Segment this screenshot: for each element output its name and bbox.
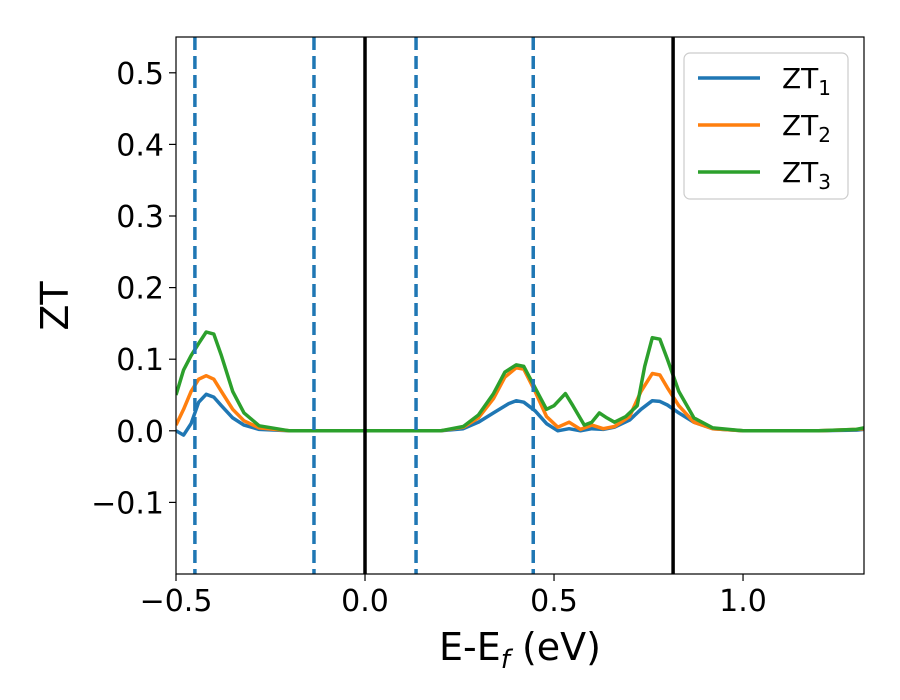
y-tick-label-0: −0.1 (91, 486, 164, 521)
y-tick-label-5: 0.4 (116, 128, 164, 163)
y-tick-label-6: 0.5 (116, 57, 164, 92)
y-tick-label-2: 0.1 (116, 343, 164, 378)
x-tick-label-3: 1.0 (719, 584, 767, 619)
y-tick-label-3: 0.2 (116, 272, 164, 307)
axis-ticks (169, 72, 744, 581)
plot-area (176, 37, 864, 574)
x-tick-label-0: −0.5 (140, 584, 213, 619)
legend: ZT1 ZT2 ZT3 (683, 52, 849, 200)
series-line-zt2 (176, 366, 864, 433)
series-line-zt3 (176, 330, 864, 433)
plot-frame (175, 36, 865, 575)
series-line-zt1 (176, 392, 864, 437)
x-tick-label-2: 0.5 (530, 584, 578, 619)
y-tick-label-1: 0.0 (116, 415, 164, 450)
y-axis-label: ZT (33, 281, 77, 331)
x-tick-label-1: 0.0 (341, 584, 389, 619)
legend-label-zt3: ZT3 (782, 156, 831, 194)
tick-labels: −0.5 0.0 0.5 1.0 −0.1 0.0 0.1 0.2 0.3 0.4 0.5 (91, 57, 767, 619)
legend-label-zt1: ZT1 (782, 62, 831, 100)
legend-label-zt2: ZT2 (782, 109, 831, 147)
legend-box (683, 52, 849, 200)
y-tick-label-4: 0.3 (116, 200, 164, 235)
x-axis-label: E-Ef (eV) (439, 625, 601, 675)
